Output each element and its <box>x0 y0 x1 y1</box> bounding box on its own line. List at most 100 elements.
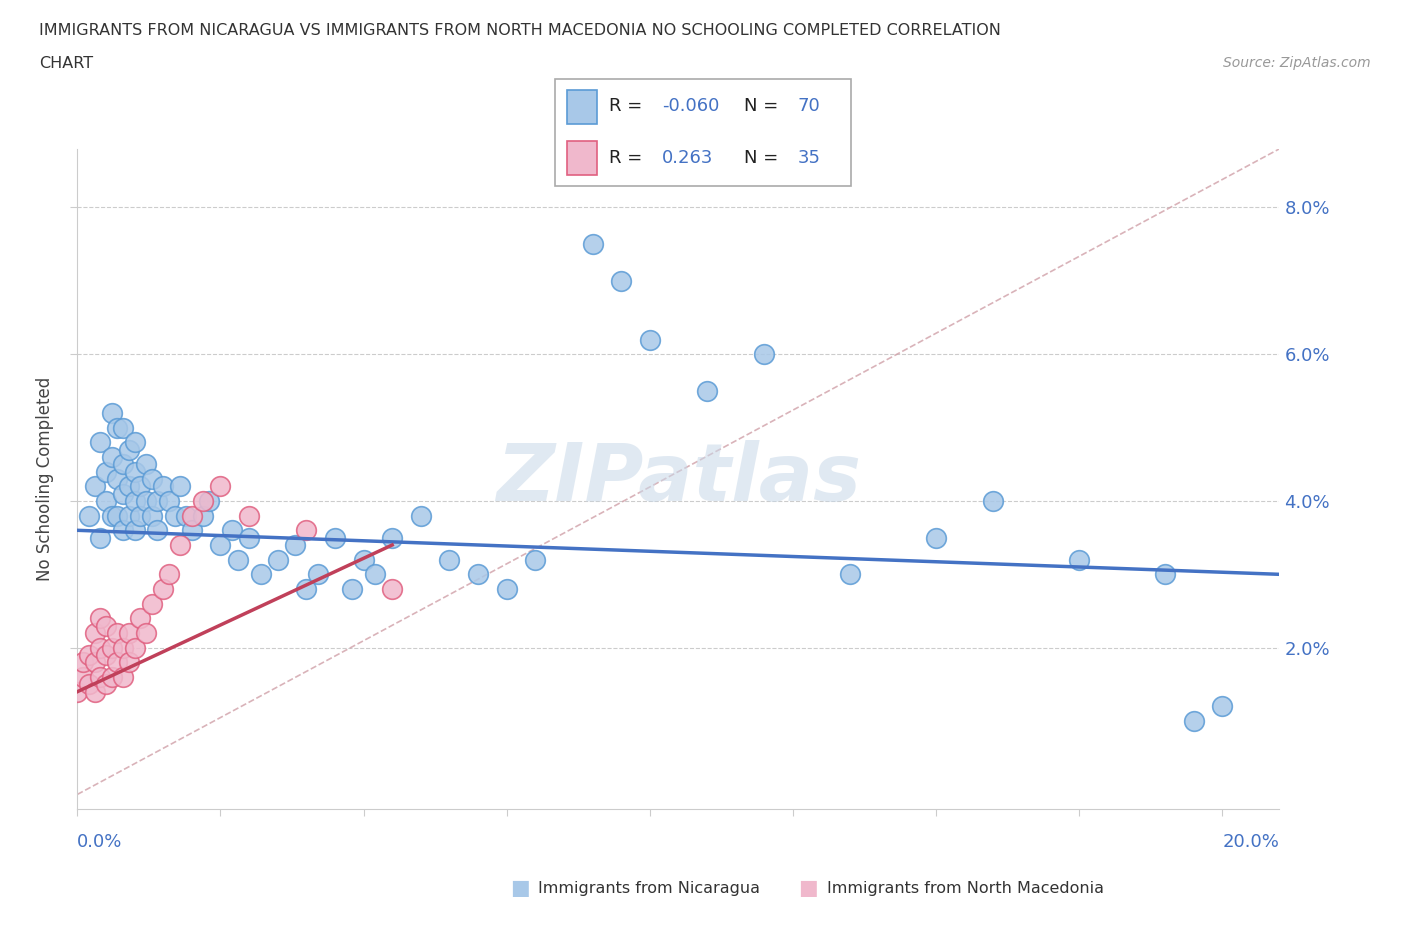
Point <box>83 684 105 699</box>
Point <box>72 655 94 670</box>
Point <box>267 552 290 567</box>
Point <box>581 237 603 252</box>
Point <box>72 670 94 684</box>
Point <box>89 611 111 626</box>
Point <box>157 567 180 582</box>
Point <box>135 457 157 472</box>
Point <box>209 538 232 552</box>
Point <box>112 670 135 684</box>
Point <box>152 479 174 494</box>
Point <box>77 677 100 692</box>
Point <box>638 332 661 347</box>
Point <box>193 508 215 523</box>
Point <box>141 508 163 523</box>
Point <box>340 581 363 596</box>
Point <box>146 494 169 509</box>
Point <box>118 655 141 670</box>
Point <box>381 530 404 545</box>
Text: 70: 70 <box>797 98 820 115</box>
Point <box>118 479 141 494</box>
Text: CHART: CHART <box>39 56 93 71</box>
Point <box>169 479 191 494</box>
Point <box>107 472 129 486</box>
Text: R =: R = <box>609 149 648 166</box>
Point <box>409 508 432 523</box>
Text: Immigrants from North Macedonia: Immigrants from North Macedonia <box>827 881 1104 896</box>
Point <box>118 626 141 641</box>
Point <box>124 435 146 450</box>
Point <box>100 640 122 655</box>
Point <box>124 494 146 509</box>
Point <box>129 479 152 494</box>
Point <box>238 530 260 545</box>
Point <box>135 626 157 641</box>
Point <box>94 494 117 509</box>
Point <box>696 383 718 398</box>
Point <box>129 508 152 523</box>
Point <box>135 494 157 509</box>
Point <box>307 567 329 582</box>
Point <box>107 655 129 670</box>
Point <box>77 508 100 523</box>
Point <box>193 494 215 509</box>
Point <box>353 552 375 567</box>
Point <box>129 611 152 626</box>
Point <box>467 567 489 582</box>
Point <box>118 508 141 523</box>
Point <box>112 640 135 655</box>
FancyBboxPatch shape <box>555 79 851 186</box>
Point <box>118 442 141 457</box>
Point <box>83 626 105 641</box>
Point <box>152 581 174 596</box>
Text: ■: ■ <box>799 878 818 898</box>
Point <box>238 508 260 523</box>
Point <box>94 464 117 479</box>
Point <box>89 670 111 684</box>
Point <box>100 449 122 464</box>
Point <box>221 523 243 538</box>
Point <box>610 273 633 288</box>
Point <box>180 508 202 523</box>
Text: IMMIGRANTS FROM NICARAGUA VS IMMIGRANTS FROM NORTH MACEDONIA NO SCHOOLING COMPLE: IMMIGRANTS FROM NICARAGUA VS IMMIGRANTS … <box>39 23 1001 38</box>
Point <box>754 347 776 362</box>
Text: Source: ZipAtlas.com: Source: ZipAtlas.com <box>1223 56 1371 70</box>
Text: Immigrants from Nicaragua: Immigrants from Nicaragua <box>538 881 761 896</box>
Point <box>89 530 111 545</box>
Point <box>198 494 221 509</box>
Text: ZIPatlas: ZIPatlas <box>496 440 860 518</box>
Point <box>100 670 122 684</box>
Point <box>94 618 117 633</box>
Point <box>925 530 948 545</box>
Point <box>226 552 249 567</box>
Point <box>981 494 1004 509</box>
Point <box>112 457 135 472</box>
Text: 0.0%: 0.0% <box>77 832 122 851</box>
Point <box>112 523 135 538</box>
Point <box>524 552 547 567</box>
Point <box>83 479 105 494</box>
Point <box>249 567 271 582</box>
Point <box>381 581 404 596</box>
Text: 20.0%: 20.0% <box>1223 832 1279 851</box>
Point <box>100 508 122 523</box>
Point <box>1069 552 1091 567</box>
Point <box>157 494 180 509</box>
Point <box>163 508 186 523</box>
Point <box>107 626 129 641</box>
Text: 0.263: 0.263 <box>662 149 713 166</box>
Point <box>146 523 169 538</box>
Point <box>295 581 318 596</box>
Y-axis label: No Schooling Completed: No Schooling Completed <box>37 377 55 581</box>
Point <box>124 523 146 538</box>
Point <box>124 464 146 479</box>
Point <box>323 530 346 545</box>
Text: 35: 35 <box>797 149 821 166</box>
Point <box>89 640 111 655</box>
Point <box>1182 713 1205 728</box>
Point <box>141 472 163 486</box>
Bar <box>567 141 596 175</box>
Point <box>107 508 129 523</box>
Point <box>94 647 117 662</box>
Point <box>495 581 517 596</box>
Point <box>107 420 129 435</box>
